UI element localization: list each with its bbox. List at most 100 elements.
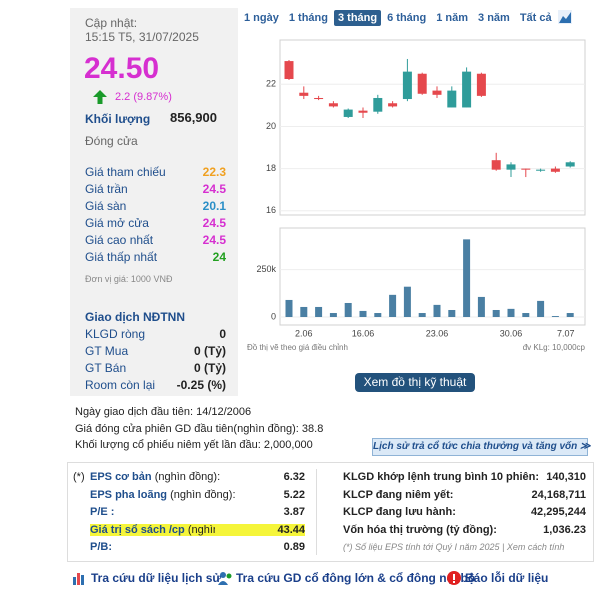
footer-link[interactable]: Tra cứu GD cổ đông lớn & cổ đông nội bộ (236, 571, 476, 585)
ratio-name: Giá trị sổ sách /cp (90, 523, 185, 536)
ratio-name: P/B: (90, 541, 112, 553)
range-tab[interactable]: 3 tháng (333, 10, 382, 26)
footer-link[interactable]: Báo lỗi dữ liệu (465, 571, 549, 585)
candle-body (388, 103, 398, 107)
volume-frame (279, 227, 586, 326)
ratio-value: 3.87 (283, 506, 305, 518)
y-tick-label: 22 (266, 79, 276, 89)
x-tick-label: 16.06 (352, 328, 375, 338)
foreign-row-value: 0 (Tỷ) (193, 344, 226, 358)
ratio-value: 43.44 (215, 523, 305, 536)
y-tick-label: 20 (266, 121, 276, 131)
foreign-row-value: -0.25 (%) (176, 378, 226, 392)
divider (316, 469, 317, 555)
volume-bar (537, 300, 545, 317)
volume-bar (329, 313, 337, 317)
price-frame (279, 39, 586, 216)
info-line: Ngày giao dịch đầu tiên: 14/12/2006 (75, 406, 252, 418)
ratio-marker: (*) (73, 471, 85, 483)
candle-body (343, 109, 353, 117)
volume-bar (300, 306, 308, 317)
ratio-label: P/B: (90, 541, 112, 553)
info-line: Khối lượng cổ phiếu niêm yết lần đầu: 2,… (75, 439, 313, 451)
volume-bar (477, 296, 485, 317)
stat-label: Vốn hóa thị trường (tỷ đồng): (343, 523, 497, 536)
updated-time: 15:15 T5, 31/07/2025 (85, 30, 199, 44)
ratio-unit: (nghìn đồng): (170, 488, 236, 501)
ratio-value: 6.32 (283, 471, 305, 483)
candle-body (491, 160, 501, 170)
stat-value: 1,036.23 (543, 523, 586, 536)
candle-body (521, 168, 531, 170)
candle-body (284, 61, 294, 80)
foreign-row-value: 0 (219, 327, 226, 341)
chart-icon[interactable] (557, 10, 572, 24)
candle-body (314, 97, 324, 100)
volume-bar (315, 306, 323, 317)
range-tab[interactable]: Tất cả (519, 12, 552, 24)
price-row-label: Giá sàn (85, 199, 127, 213)
volume-bar (344, 302, 352, 317)
price-row-value: 20.1 (202, 199, 226, 213)
price-row-label: Giá tham chiếu (85, 165, 166, 179)
foreign-row-value: 0 (Tỷ) (193, 361, 226, 375)
volume-bar (418, 313, 426, 317)
foreign-row-label: Room còn lại (85, 378, 156, 392)
unit-note: Đơn vị giá: 1000 VNĐ (85, 274, 173, 284)
stat-value: 42,295,244 (530, 506, 586, 518)
price-row-value: 24.5 (202, 182, 226, 196)
candle-body (462, 71, 472, 108)
price-row-value: 24 (212, 250, 226, 264)
volume-bar (374, 313, 382, 317)
volume-bar (507, 308, 515, 317)
candle-body (417, 73, 427, 94)
footer-link[interactable]: Tra cứu dữ liệu lịch sử (91, 571, 222, 585)
candle-body (358, 110, 368, 113)
range-tab[interactable]: 1 tháng (288, 12, 328, 24)
volume-bar (551, 316, 559, 317)
volume-bar (403, 286, 411, 317)
candle-body (328, 103, 338, 107)
candle-body (402, 71, 412, 100)
candle-body (506, 164, 516, 170)
volume-label: Khối lượng (85, 112, 151, 126)
range-tab[interactable]: 1 ngày (244, 12, 279, 24)
volume-value: 856,900 (170, 110, 217, 125)
range-tab[interactable]: 6 tháng (387, 12, 427, 24)
chart-button[interactable]: Xem đồ thị kỹ thuật (355, 373, 475, 392)
link-icon (73, 573, 84, 585)
price-row-value: 24.5 (202, 216, 226, 230)
range-tabs: 1 ngày 1 tháng 3 tháng 6 tháng 1 năm 3 năm Tất… (240, 10, 572, 26)
ratio-name: EPS cơ bản (90, 471, 152, 483)
range-tab[interactable]: 1 năm (436, 12, 469, 24)
ratio-label: EPS pha loãng (nghìn đồng): (90, 489, 236, 501)
stat-value: 140,310 (546, 471, 586, 483)
ratio-label: EPS cơ bản (nghìn đồng): (90, 471, 220, 483)
ratio-name: P/E : (90, 506, 115, 518)
volume-tick-label: 250k (256, 264, 276, 274)
stat-value: 24,168,711 (531, 488, 586, 501)
foreign-title: Giao dịch NĐTNN (85, 310, 186, 324)
y-tick-label: 16 (266, 205, 276, 215)
range-tab[interactable]: 3 năm (478, 12, 510, 24)
ratio-value: 5.22 (283, 488, 305, 501)
up-arrow (93, 90, 107, 104)
candle-body (299, 92, 309, 96)
y-tick-label: 18 (266, 163, 276, 173)
x-tick-label: 23.06 (426, 328, 449, 338)
stat-label: KLGD khớp lệnh trung bình 10 phiên: (343, 471, 540, 483)
price-chart: 16 18 20 22 0 250k 2.06 16.06 23.06 30.06 7.07 Đồ t… (247, 39, 586, 352)
volume-bar (359, 310, 367, 317)
ratio-label: P/E : (90, 506, 114, 518)
volume-bar (433, 304, 441, 317)
link-icon (218, 572, 232, 585)
price-row-label: Giá trần (85, 182, 128, 196)
link-icon (447, 571, 461, 585)
ratio-name: EPS pha loãng (90, 488, 168, 501)
dividend-button[interactable]: Lịch sử trả cổ tức chia thưởng và tăng v… (372, 438, 591, 456)
price-change: 2.2 (9.87%) (115, 91, 172, 103)
foreign-row-label: GT Mua (85, 344, 129, 358)
volume-tick-label: 0 (271, 311, 276, 321)
volume-bar (463, 239, 471, 317)
